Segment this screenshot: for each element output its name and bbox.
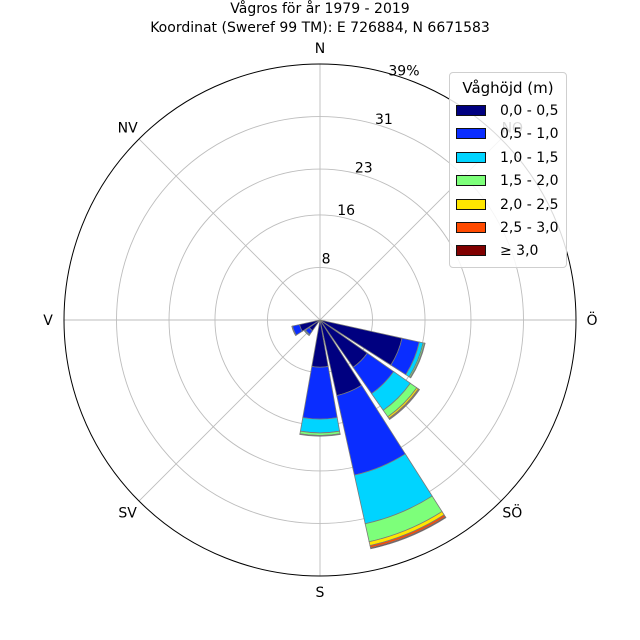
legend-entry: 1,5 - 2,0 <box>450 171 566 194</box>
legend-swatch <box>456 245 486 257</box>
legend-entry: ≥ 3,0 <box>450 241 566 264</box>
legend-label: 2,0 - 2,5 <box>500 196 559 213</box>
legend-label: 2,5 - 3,0 <box>500 219 559 236</box>
outer-ring <box>63 63 577 577</box>
radial-tick-label-1: 16 <box>337 203 355 219</box>
grid-spoke-7 <box>138 138 321 321</box>
legend-swatch <box>456 151 486 163</box>
legend-title: Våghöjd (m) <box>462 79 554 97</box>
legend-swatch <box>456 221 486 233</box>
wedge-3-bin-5 <box>299 433 341 437</box>
legend-label: 0,0 - 0,5 <box>500 103 559 119</box>
legend: Våghöjd (m) 0,0 - 0,5 0,5 - 1,0 1,0 - 1,5 1… <box>449 72 567 268</box>
direction-label-NV: NV <box>118 121 138 137</box>
direction-label-SÖ: SÖ <box>502 503 522 521</box>
legend-label: 1,5 - 2,0 <box>500 173 559 190</box>
legend-label: 0,5 - 1,0 <box>500 126 559 143</box>
legend-swatch <box>456 175 486 187</box>
direction-label-N: N <box>315 41 325 57</box>
wedge-2-bin-6 <box>370 516 447 550</box>
direction-label-Ö: Ö <box>586 311 597 329</box>
chart-subtitle: Koordinat (Sweref 99 TM): E 726884, N 66… <box>150 20 490 36</box>
grid-spoke-5 <box>138 319 321 502</box>
legend-entry: 2,5 - 3,0 <box>450 218 566 241</box>
chart-title: Vågros för år 1979 - 2019 <box>230 1 410 17</box>
legend-label: 1,0 - 1,5 <box>500 149 559 166</box>
legend-entry: 2,0 - 2,5 <box>450 195 566 218</box>
wedge-5-bin-2 <box>291 325 297 337</box>
radial-tick-label-2: 23 <box>355 161 373 177</box>
wedge-0-bin-5 <box>409 342 426 379</box>
legend-entries: 0,0 - 0,5 0,5 - 1,0 1,0 - 1,5 1,5 - 2,0 2,0 … <box>450 101 566 265</box>
radial-tick-label-3: 31 <box>375 112 393 128</box>
chart-title-block: Vågros för år 1979 - 2019 Koordinat (Swe… <box>0 0 640 38</box>
legend-entry: 1,0 - 1,5 <box>450 148 566 171</box>
legend-entry: 0,0 - 0,5 <box>450 101 566 124</box>
wedge-1-bin-6 <box>388 388 421 421</box>
legend-swatch <box>456 198 486 210</box>
legend-swatch <box>456 105 486 116</box>
direction-label-SV: SV <box>118 505 137 521</box>
legend-swatch <box>456 128 486 140</box>
wedge-3-bin-2 <box>299 417 341 434</box>
radial-tick-label-4: 39% <box>388 63 419 79</box>
radial-tick-label-0: 8 <box>322 251 331 267</box>
legend-entry: 0,5 - 1,0 <box>450 124 566 147</box>
wedge-4-bin-3 <box>303 330 310 337</box>
direction-label-V: V <box>43 313 53 329</box>
legend-label: ≥ 3,0 <box>500 243 539 260</box>
direction-label-S: S <box>316 585 325 601</box>
